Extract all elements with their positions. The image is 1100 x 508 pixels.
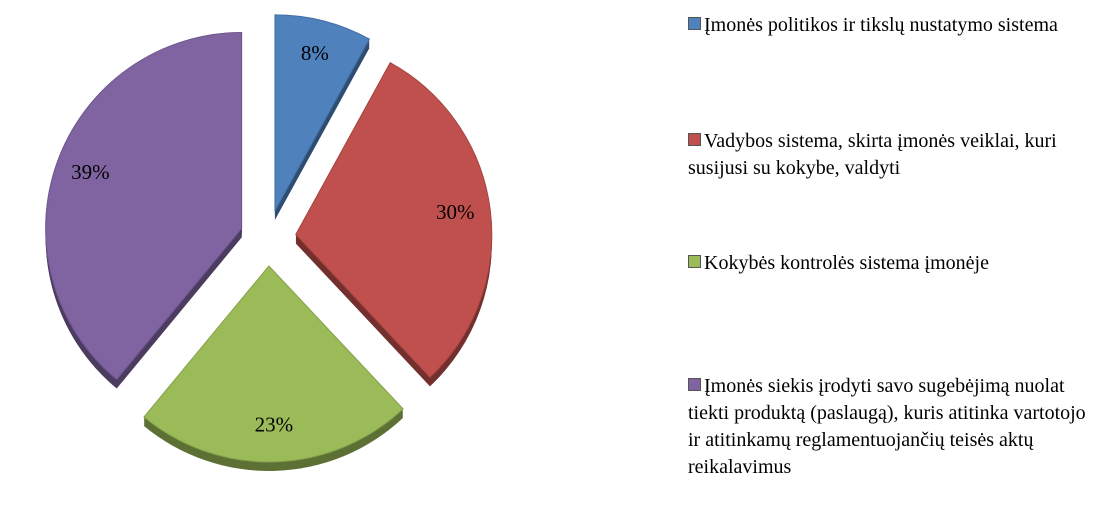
data-label: 8%	[301, 41, 329, 65]
legend-swatch	[688, 133, 701, 146]
slice	[274, 14, 371, 212]
legend-label: Vadybos sistema, skirta įmonės veiklai, …	[688, 130, 1057, 179]
legend-swatch	[688, 255, 701, 268]
legend-swatch	[688, 378, 701, 391]
data-label: 30%	[436, 200, 475, 224]
slice	[143, 265, 404, 463]
chart: 8% 30% 23% 39%	[45, 14, 493, 471]
legend-item: Įmonės siekis įrodyti savo sugebėjimą nu…	[688, 373, 1088, 481]
legend-item: Įmonės politikos ir tikslų nustatymo sis…	[688, 12, 1088, 39]
data-label: 39%	[71, 160, 110, 184]
slice	[45, 32, 243, 381]
legend-label: Kokybės kontrolės sistema įmonėje	[704, 252, 989, 274]
legend-label: Įmonės siekis įrodyti savo sugebėjimą nu…	[688, 375, 1086, 478]
legend-swatch	[688, 17, 701, 30]
legend-label: Įmonės politikos ir tikslų nustatymo sis…	[704, 14, 1058, 36]
data-label: 23%	[255, 412, 294, 436]
slice	[295, 62, 493, 379]
legend-item: Kokybės kontrolės sistema įmonėje	[688, 250, 1088, 277]
legend-item: Vadybos sistema, skirta įmonės veiklai, …	[688, 128, 1088, 182]
